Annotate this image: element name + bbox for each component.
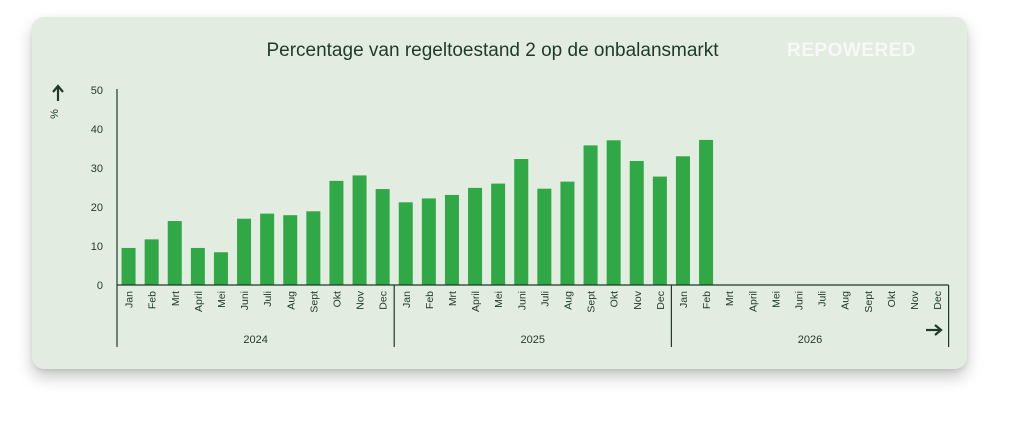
- x-tick-label: Juli: [539, 291, 551, 307]
- bar: [583, 145, 598, 285]
- x-tick-label: Sept: [863, 291, 875, 313]
- bar: [606, 140, 621, 285]
- x-tick-label: Dec: [655, 291, 667, 310]
- year-label: 2025: [521, 334, 545, 346]
- x-tick-label: Feb: [701, 291, 713, 309]
- bar: [283, 215, 298, 285]
- x-tick-label: Dec: [932, 291, 944, 310]
- x-tick-label: Mrt: [447, 291, 459, 306]
- bar: [675, 156, 690, 285]
- x-tick-label: Mrt: [170, 291, 182, 306]
- x-tick-label: Juli: [817, 291, 829, 307]
- y-tick-label: 10: [91, 241, 103, 253]
- x-tick-label: Mei: [216, 291, 228, 308]
- bar: [514, 159, 529, 285]
- bar: [699, 139, 714, 285]
- year-label: 2026: [798, 334, 822, 346]
- x-tick-label: Juni: [239, 291, 251, 310]
- bar: [398, 202, 413, 285]
- bar: [421, 198, 436, 285]
- x-tick-label: Mei: [770, 291, 782, 308]
- y-tick-label: 40: [91, 124, 103, 136]
- x-tick-label: Sept: [586, 291, 598, 313]
- x-tick-label: Okt: [609, 291, 621, 307]
- x-tick-label: Jan: [401, 291, 413, 308]
- bar: [537, 188, 552, 285]
- x-tick-label: Juni: [793, 291, 805, 310]
- x-tick-label: Okt: [331, 291, 343, 307]
- x-tick-label: Nov: [909, 290, 921, 309]
- x-tick-label: Feb: [424, 291, 436, 309]
- bar: [652, 176, 667, 285]
- x-tick-label: Dec: [378, 291, 390, 310]
- bar: [121, 247, 136, 285]
- x-tick-label: Mei: [493, 291, 505, 308]
- bar: [190, 247, 205, 285]
- y-axis-label: %: [49, 109, 61, 119]
- x-tick-label: Feb: [147, 291, 159, 309]
- bar: [306, 211, 321, 285]
- x-tick-label: Aug: [285, 291, 297, 310]
- x-axis-arrow-icon: [926, 324, 943, 336]
- x-tick-label: Nov: [632, 290, 644, 309]
- x-tick-label: April: [747, 291, 759, 312]
- bar: [375, 189, 390, 285]
- x-tick-label: Okt: [886, 291, 898, 307]
- x-tick-label: Jan: [124, 291, 136, 308]
- bar: [352, 175, 367, 285]
- year-label: 2024: [243, 334, 267, 346]
- bar: [560, 181, 575, 285]
- x-tick-label: April: [470, 291, 482, 312]
- x-tick-label: Jan: [678, 291, 690, 308]
- chart-title: Percentage van regeltoestand 2 op de onb…: [266, 40, 719, 61]
- bar: [491, 183, 506, 285]
- x-tick-label: Nov: [355, 290, 367, 309]
- y-tick-label: 0: [97, 280, 103, 292]
- bar: [237, 218, 252, 285]
- x-tick-label: Juni: [516, 291, 528, 310]
- bar: [629, 160, 644, 285]
- brand-logo: REPOWERED: [787, 40, 917, 61]
- y-axis-arrow-icon: [52, 84, 64, 101]
- x-tick-label: Mrt: [724, 291, 736, 306]
- bar: [260, 213, 275, 285]
- bar: [329, 180, 344, 285]
- bar: [167, 221, 182, 285]
- bar: [213, 252, 228, 285]
- y-tick-label: 30: [91, 163, 103, 175]
- x-tick-label: Sept: [308, 291, 320, 313]
- y-tick-label: 50: [91, 85, 103, 97]
- y-tick-label: 20: [91, 202, 103, 214]
- bar: [144, 239, 159, 285]
- bar: [468, 187, 483, 285]
- x-tick-label: Juli: [262, 291, 274, 307]
- x-tick-label: April: [193, 291, 205, 312]
- x-tick-label: Aug: [840, 291, 852, 310]
- bar: [444, 194, 459, 285]
- x-tick-label: Aug: [562, 291, 574, 310]
